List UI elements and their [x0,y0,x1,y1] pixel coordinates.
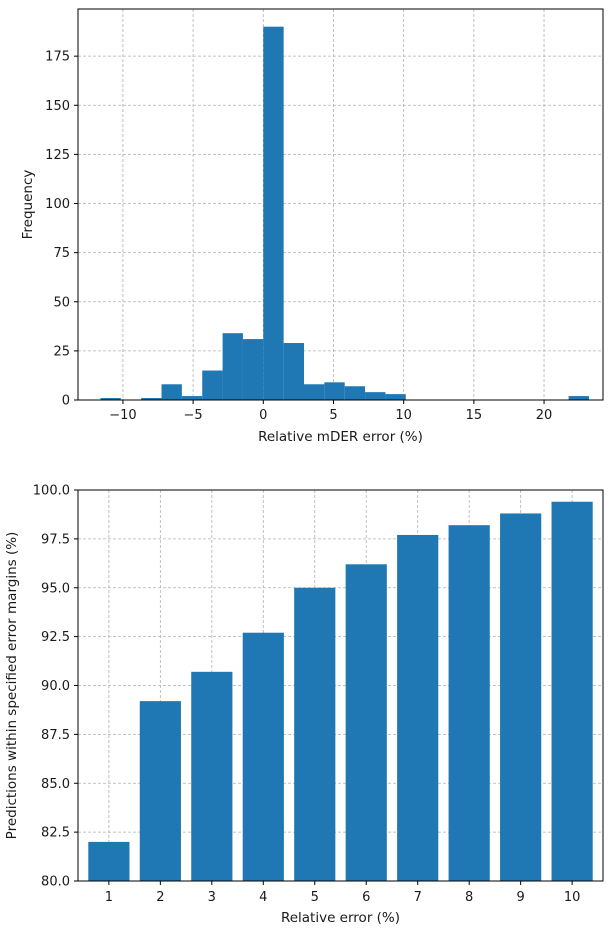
histogram-bar [365,392,386,400]
y-tick-label: 92.5 [41,630,70,645]
x-tick-label: 20 [536,408,553,423]
accuracy-bar [551,501,593,881]
accuracy-bar [448,525,490,881]
y-tick-label: 87.5 [41,728,70,743]
x-tick-label: 0 [259,408,267,423]
x-tick-label: 7 [414,890,422,905]
accuracy-bar [294,587,336,881]
x-tick-label: 8 [465,890,473,905]
x-tick-label: 2 [156,890,164,905]
x-axis-label: Relative error (%) [281,910,400,926]
y-tick-label: 150 [45,99,70,114]
y-tick-label: 0 [62,394,70,409]
x-tick-label: 10 [395,408,412,423]
histogram-bar [304,384,325,400]
histogram-bar [222,333,243,400]
y-tick-label: 82.5 [41,826,70,841]
histogram-bar [263,26,284,401]
histogram-bar [100,398,121,400]
x-tick-label: −10 [109,408,136,423]
histogram-bar [385,394,406,400]
x-tick-label: 1 [105,890,113,905]
accuracy-bar [191,671,233,881]
histogram-bar [242,339,264,400]
accuracy-bar [397,534,439,881]
histogram-bar [283,343,305,400]
histogram-bar [568,396,589,400]
plot-frame [77,8,604,401]
histogram-bar [202,370,223,400]
x-tick-label: 9 [517,890,525,905]
y-tick-label: 95.0 [41,581,70,596]
x-tick-label: 5 [329,408,337,423]
y-tick-label: 75 [53,246,70,261]
histogram-bar [161,384,182,400]
x-tick-label: 10 [564,890,581,905]
y-tick-label: 175 [45,50,70,65]
histogram-bar [344,386,366,400]
x-tick-label: 5 [311,890,319,905]
x-tick-label: −5 [184,408,203,423]
y-tick-label: 100 [45,197,70,212]
y-axis-label: Frequency [20,170,36,240]
x-tick-label: 3 [208,890,216,905]
accuracy-bar [242,632,284,881]
histogram-chart: −10 −5 0 5 10 15 20 0 25 50 75 100 125 150 175 Relative… [20,8,604,445]
x-tick-label: 15 [466,408,483,423]
accuracy-bar [139,701,181,881]
histogram-bar [324,382,345,400]
y-tick-label: 97.5 [41,532,70,547]
y-tick-label: 100.0 [33,484,70,499]
x-tick-label: 4 [259,890,267,905]
y-tick-label: 50 [53,295,70,310]
accuracy-bar [345,564,387,881]
y-axis-label: Predictions within specified error margi… [4,532,20,840]
y-tick-label: 90.0 [41,679,70,694]
y-tick-label: 25 [53,344,70,359]
x-axis-label: Relative mDER error (%) [258,429,423,445]
y-tick-label: 125 [45,148,70,163]
accuracy-bar [500,513,542,881]
accuracy-bar [88,841,130,881]
histogram-bar [181,396,203,400]
y-tick-label: 80.0 [41,875,70,890]
x-tick-label: 6 [362,890,370,905]
y-tick-label: 85.0 [41,777,70,792]
histogram-bar [141,398,162,400]
accuracy-chart: 1 2 3 4 5 6 7 8 9 10 80.0 82.5 85.0 87.5 90.0 92.5 95.0 9… [4,484,604,926]
